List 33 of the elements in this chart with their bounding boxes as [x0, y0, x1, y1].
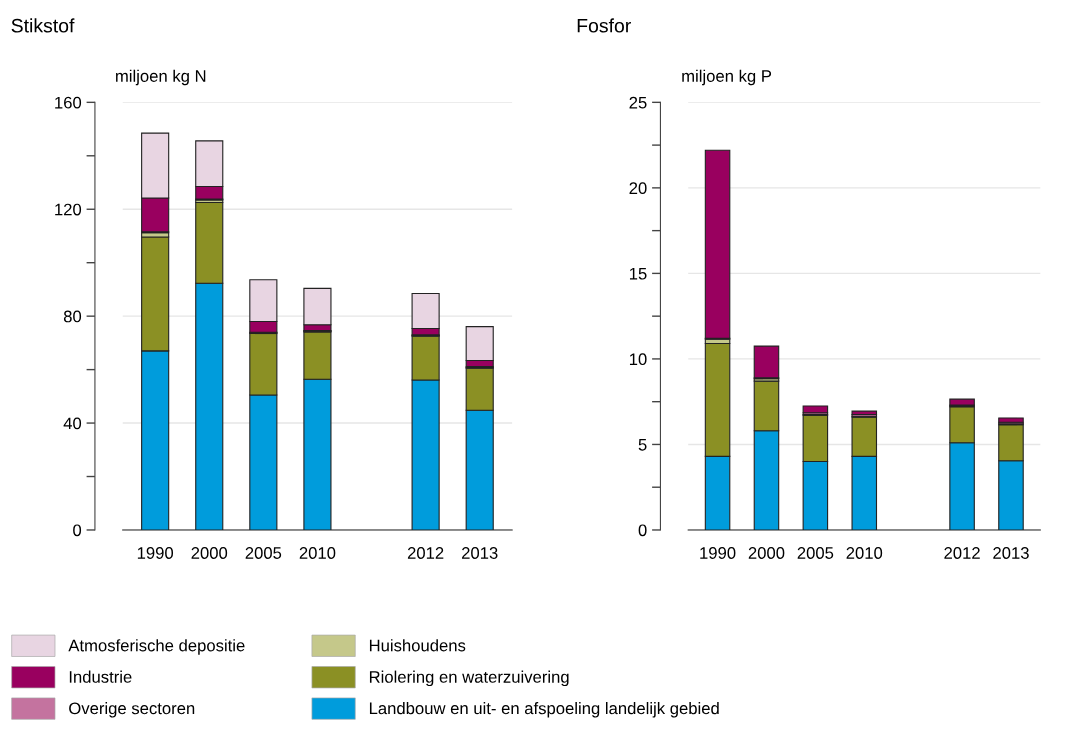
x-tick-label: 2013	[462, 547, 498, 559]
y-tick-label: 10	[629, 353, 647, 366]
y-tick-label: 80	[63, 310, 82, 323]
y-tick-label: 160	[55, 96, 82, 109]
legend-label: Huishoudens	[369, 639, 466, 652]
y-tick-label: 15	[629, 267, 647, 280]
x-tick-label: 1990	[137, 547, 174, 559]
x-tick-label: 2000	[748, 547, 785, 559]
chart-title: Fosfor	[577, 18, 631, 33]
y-tick-label: 40	[63, 417, 82, 430]
y-tick-label: 0	[73, 524, 82, 537]
x-tick-label: 2005	[797, 547, 834, 559]
legend-label: Overige sectoren	[69, 702, 195, 718]
x-tick-label: 2000	[191, 547, 228, 559]
legend-label: Landbouw en uit- en afspoeling landelijk gebied	[369, 702, 719, 718]
legend-label: Riolering en waterzuivering	[369, 670, 569, 687]
x-tick-label: 2005	[245, 547, 282, 559]
y-axis-title: miljoen kg P	[682, 69, 772, 86]
y-tick-label: 5	[638, 439, 647, 451]
y-tick-label: 0	[638, 524, 647, 537]
y-tick-label: 20	[629, 182, 647, 195]
y-axis-title: miljoen kg N	[116, 69, 206, 86]
legend-label: Industrie	[69, 670, 132, 683]
x-tick-label: 1990	[700, 547, 736, 559]
x-tick-label: 2012	[407, 547, 444, 559]
y-tick-label: 120	[55, 203, 82, 216]
chart-title: Stikstof	[11, 18, 75, 33]
legend-label: Atmosferische depositie	[68, 639, 245, 655]
x-tick-label: 2013	[993, 547, 1029, 559]
x-tick-label: 2012	[944, 547, 980, 559]
x-tick-label: 2010	[299, 547, 336, 559]
x-tick-label: 2010	[846, 547, 883, 559]
y-tick-label: 25	[629, 96, 647, 109]
